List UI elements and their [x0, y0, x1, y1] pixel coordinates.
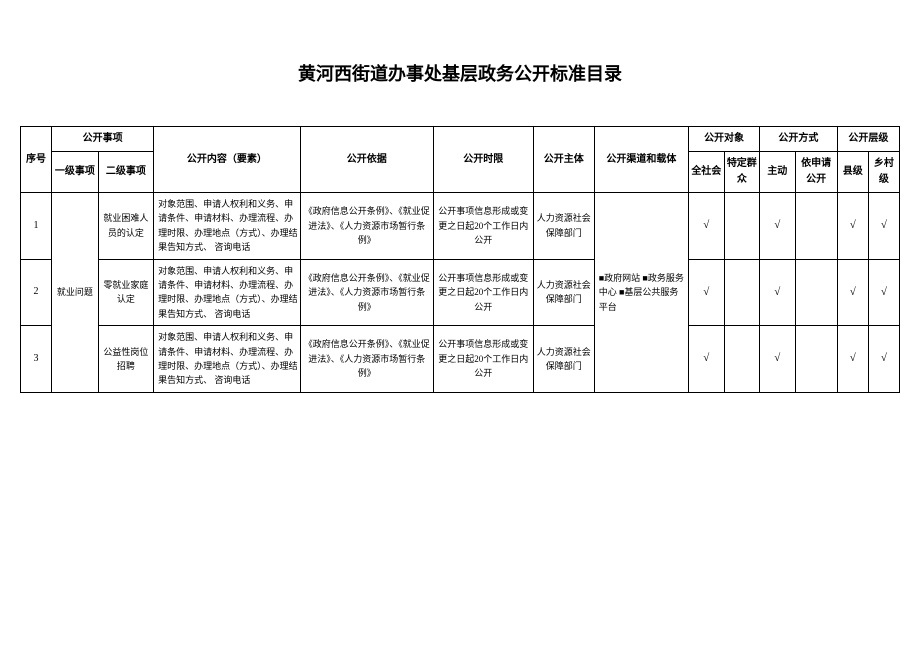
- hdr-level-village: 乡村级: [868, 152, 899, 193]
- cell-subject: 人力资源社会保障部门: [533, 326, 594, 393]
- cell-level-county: √: [837, 326, 868, 393]
- hdr-basis: 公开依据: [300, 127, 433, 193]
- cell-target-all: √: [689, 326, 725, 393]
- table-row: 3 公益性岗位招聘 对象范围、申请人权利和义务、申请条件、申请材料、办理流程、办…: [21, 326, 900, 393]
- hdr-subject: 公开主体: [533, 127, 594, 193]
- cell-level-village: √: [868, 259, 899, 326]
- cell-method-active: √: [760, 326, 796, 393]
- hdr-matter: 公开事项: [52, 127, 154, 152]
- cell-basis: 《政府信息公开条例》、《就业促进法》、《人力资源市场暂行条例》: [300, 193, 433, 260]
- cell-channel: ■政府网站 ■政务服务中心 ■基层公共服务平台: [594, 193, 688, 393]
- cell-method-req: [795, 193, 837, 260]
- cell-method-active: √: [760, 193, 796, 260]
- cell-method-req: [795, 326, 837, 393]
- cell-timelimit: 公开事项信息形成或变更之日起20个工作日内公开: [433, 193, 533, 260]
- hdr-channel: 公开渠道和载体: [594, 127, 688, 193]
- cell-lvl1: [52, 326, 99, 393]
- cell-target-spec: [724, 193, 760, 260]
- cell-level-village: √: [868, 326, 899, 393]
- cell-method-active: √: [760, 259, 796, 326]
- cell-method-req: [795, 259, 837, 326]
- hdr-level: 公开层级: [837, 127, 899, 152]
- disclosure-table: 序号 公开事项 公开内容（要素） 公开依据 公开时限 公开主体 公开渠道和载体 …: [20, 126, 900, 393]
- hdr-target-spec: 特定群众: [724, 152, 760, 193]
- hdr-level-county: 县级: [837, 152, 868, 193]
- cell-subject: 人力资源社会保障部门: [533, 259, 594, 326]
- cell-basis: 《政府信息公开条例》、《就业促进法》、《人力资源市场暂行条例》: [300, 259, 433, 326]
- hdr-timelimit: 公开时限: [433, 127, 533, 193]
- cell-content: 对象范围、申请人权利和义务、申请条件、申请材料、办理流程、办理时限、办理地点（方…: [154, 259, 301, 326]
- hdr-lvl1: 一级事项: [52, 152, 99, 193]
- table-row: 1 就业困难人员的认定 对象范围、申请人权利和义务、申请条件、申请材料、办理流程…: [21, 193, 900, 260]
- cell-target-spec: [724, 326, 760, 393]
- cell-timelimit: 公开事项信息形成或变更之日起20个工作日内公开: [433, 259, 533, 326]
- cell-lvl2: 零就业家庭认定: [98, 259, 153, 326]
- cell-seq: 3: [21, 326, 52, 393]
- hdr-lvl2: 二级事项: [98, 152, 153, 193]
- header-row-1: 序号 公开事项 公开内容（要素） 公开依据 公开时限 公开主体 公开渠道和载体 …: [21, 127, 900, 152]
- page-title: 黄河西街道办事处基层政务公开标准目录: [20, 60, 900, 86]
- cell-lvl1: 就业问题: [52, 259, 99, 326]
- cell-subject: 人力资源社会保障部门: [533, 193, 594, 260]
- hdr-content: 公开内容（要素）: [154, 127, 301, 193]
- table-row: 2 就业问题 零就业家庭认定 对象范围、申请人权利和义务、申请条件、申请材料、办…: [21, 259, 900, 326]
- hdr-method: 公开方式: [760, 127, 838, 152]
- cell-target-all: √: [689, 259, 725, 326]
- hdr-target-all: 全社会: [689, 152, 725, 193]
- cell-basis: 《政府信息公开条例》、《就业促进法》、《人力资源市场暂行条例》: [300, 326, 433, 393]
- cell-lvl2: 公益性岗位招聘: [98, 326, 153, 393]
- cell-content: 对象范围、申请人权利和义务、申请条件、申请材料、办理流程、办理时限、办理地点（方…: [154, 193, 301, 260]
- cell-target-spec: [724, 259, 760, 326]
- cell-level-county: √: [837, 259, 868, 326]
- hdr-seq: 序号: [21, 127, 52, 193]
- cell-lvl2: 就业困难人员的认定: [98, 193, 153, 260]
- cell-level-village: √: [868, 193, 899, 260]
- cell-lvl1: [52, 193, 99, 260]
- cell-target-all: √: [689, 193, 725, 260]
- hdr-method-req: 依申请公开: [795, 152, 837, 193]
- cell-level-county: √: [837, 193, 868, 260]
- cell-content: 对象范围、申请人权利和义务、申请条件、申请材料、办理流程、办理时限、办理地点（方…: [154, 326, 301, 393]
- hdr-target: 公开对象: [689, 127, 760, 152]
- cell-seq: 1: [21, 193, 52, 260]
- hdr-method-active: 主动: [760, 152, 796, 193]
- cell-timelimit: 公开事项信息形成或变更之日起20个工作日内公开: [433, 326, 533, 393]
- cell-seq: 2: [21, 259, 52, 326]
